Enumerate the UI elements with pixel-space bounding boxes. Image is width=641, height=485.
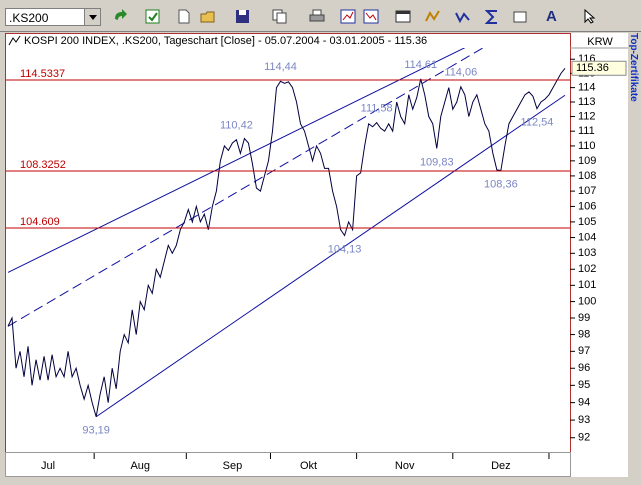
y-tick-label: 98 (578, 328, 590, 340)
y-tick-label: 112 (578, 110, 596, 122)
plot-area (7, 48, 566, 418)
chart: KOSPI 200 INDEX, .KS200, Tageschart [Clo… (0, 33, 628, 485)
last-value-label: 115.36 (576, 62, 609, 74)
y-tick-label: 102 (578, 263, 596, 275)
title-icon (8, 35, 21, 46)
currency-label: KRW (587, 36, 613, 48)
side-tab-text: Top-Zertifikate (628, 33, 639, 102)
trend-line (7, 48, 484, 327)
level-label: 114.5337 (20, 68, 65, 80)
bottom-strip (0, 477, 628, 485)
level-label: 104.609 (20, 216, 60, 228)
data-label: 114,06 (444, 67, 477, 79)
x-tick-label: Sep (223, 460, 243, 472)
x-tick-label: Jul (41, 460, 55, 472)
data-label: 108,36 (484, 178, 518, 190)
level-label: 108.3252 (20, 159, 66, 171)
data-label: 114,44 (264, 61, 297, 73)
y-tick-label: 113 (578, 96, 596, 108)
y-tick-label: 105 (578, 216, 596, 228)
save-icon[interactable] (235, 9, 251, 24)
open-icon[interactable] (200, 9, 216, 24)
chart-icon-2[interactable] (363, 9, 379, 24)
data-label: 109,83 (420, 156, 454, 168)
y-tick-label: 106 (578, 200, 596, 212)
data-label: 110,42 (220, 120, 253, 132)
y-tick-label: 103 (578, 247, 596, 259)
trend-line (95, 94, 566, 418)
svg-text:A: A (546, 9, 557, 24)
y-tick-label: 107 (578, 185, 596, 197)
toolbar: .KS200 A (0, 0, 641, 32)
y-tick-label: 95 (578, 379, 590, 391)
y-tick-label: 93 (578, 414, 590, 426)
y-tick-label: 114 (578, 82, 596, 94)
y-tick-label: 111 (578, 125, 595, 137)
x-axis-band (5, 452, 571, 477)
trend-line (7, 48, 466, 273)
x-tick-label: Dez (491, 460, 511, 472)
text-icon[interactable]: A (545, 9, 561, 24)
last-value-box (571, 60, 627, 76)
x-tick-label: Nov (395, 460, 415, 472)
data-label: 112,54 (521, 117, 554, 129)
y-tick-label: 100 (578, 295, 596, 307)
y-tick-label: 108 (578, 170, 596, 182)
data-label: 111,58 (361, 103, 393, 115)
data-label: 93,19 (82, 425, 110, 437)
y-tick-label: 109 (578, 155, 596, 167)
chart-title: KOSPI 200 INDEX, .KS200, Tageschart [Clo… (24, 35, 427, 47)
data-label: 114,61 (404, 59, 437, 71)
sum-icon[interactable] (485, 9, 501, 24)
side-tab[interactable]: Top-Zertifikate (628, 33, 641, 483)
indicator-icon[interactable] (425, 9, 441, 24)
y-tick-label: 110 (578, 140, 596, 152)
y-tick-label: 92 (578, 432, 590, 444)
dropdown-arrow[interactable] (84, 9, 100, 25)
y-tick-label: 97 (578, 345, 590, 357)
y-tick-label: 94 (578, 397, 590, 409)
update-icon[interactable] (145, 9, 161, 24)
refresh-icon[interactable] (112, 9, 128, 24)
new-icon[interactable] (176, 9, 192, 24)
y-tick-label: 104 (578, 231, 596, 243)
x-tick-label: Aug (130, 460, 150, 472)
copy-icon[interactable] (272, 9, 288, 24)
symbol-text: .KS200 (9, 11, 49, 25)
chart-background (0, 33, 628, 485)
y-tick-label: 99 (578, 312, 590, 324)
price-line (7, 67, 566, 417)
print-icon[interactable] (309, 9, 325, 24)
left-margin (0, 33, 5, 485)
y-tick-label: 101 (578, 279, 596, 291)
symbol-combobox[interactable]: .KS200 (5, 8, 101, 26)
chart-icon-1[interactable] (340, 9, 356, 24)
pointer-icon[interactable] (582, 9, 598, 24)
window-icon[interactable] (395, 9, 411, 24)
data-label: 104,13 (328, 243, 362, 255)
settings-icon[interactable] (512, 9, 528, 24)
y-tick-label: 96 (578, 362, 590, 374)
study-icon[interactable] (455, 9, 471, 24)
x-tick-label: Okt (300, 460, 317, 472)
